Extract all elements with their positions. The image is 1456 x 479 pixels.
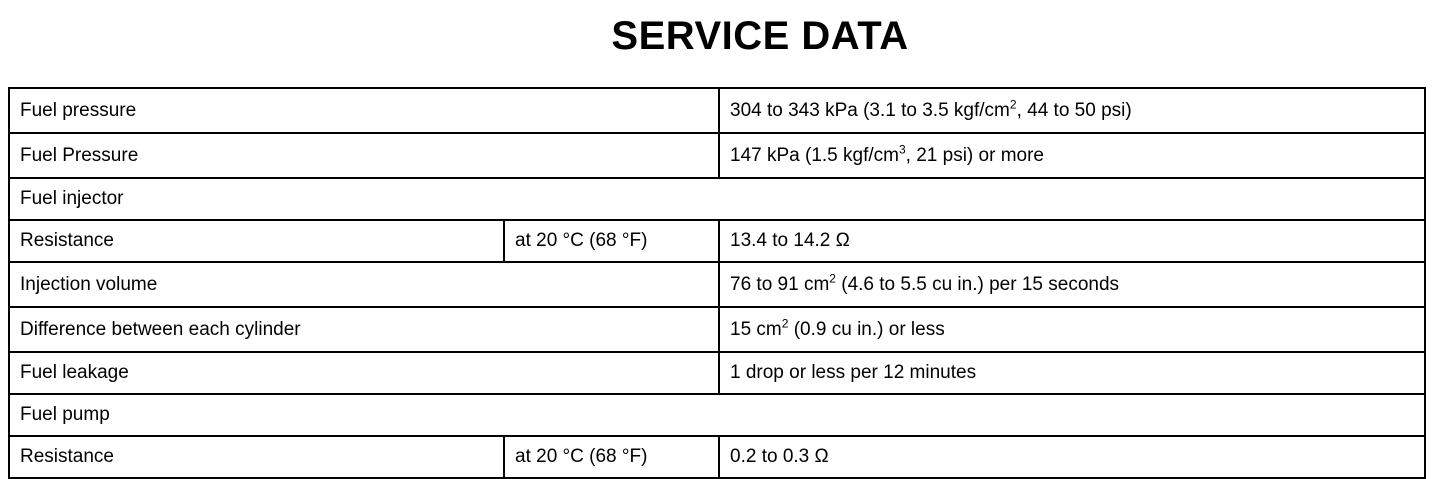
row-label: Fuel pressure	[8, 87, 720, 134]
row-label: Resistance	[8, 435, 505, 479]
row-label: Injection volume	[8, 261, 720, 308]
value-text: , 21 psi) or more	[905, 144, 1044, 166]
row-condition: at 20 °C (68 °F)	[503, 435, 720, 479]
table-row: Difference between each cylinder 15 cm2 …	[8, 306, 1426, 353]
value-text: (0.9 cu in.) or less	[788, 318, 945, 340]
value-text: (4.6 to 5.5 cu in.) per 15 seconds	[835, 273, 1120, 295]
value-text: 15 cm	[730, 318, 782, 340]
row-label: Fuel Pressure	[8, 132, 720, 179]
value-superscript: 2	[781, 316, 789, 331]
row-label: Resistance	[8, 219, 505, 263]
value-text: , 44 to 50 psi)	[1016, 99, 1132, 121]
row-value: 1 drop or less per 12 minutes	[718, 351, 1426, 395]
row-label: Fuel leakage	[8, 351, 720, 395]
row-value: 13.4 to 14.2 Ω	[718, 219, 1426, 263]
row-label: Difference between each cylinder	[8, 306, 720, 353]
row-condition: at 20 °C (68 °F)	[503, 219, 720, 263]
table-row: Fuel leakage 1 drop or less per 12 minut…	[8, 351, 1426, 395]
table-row: Resistance at 20 °C (68 °F) 13.4 to 14.2…	[8, 219, 1426, 263]
table-row: Resistance at 20 °C (68 °F) 0.2 to 0.3 Ω	[8, 435, 1426, 479]
section-label: Fuel pump	[8, 393, 1426, 437]
section-row: Fuel injector	[8, 177, 1426, 221]
row-value: 304 to 343 kPa (3.1 to 3.5 kgf/cm2, 44 t…	[718, 87, 1426, 134]
value-text: 304 to 343 kPa (3.1 to 3.5 kgf/cm	[730, 99, 1010, 121]
value-text: 76 to 91 cm	[730, 273, 830, 295]
table-row: Injection volume 76 to 91 cm2 (4.6 to 5.…	[8, 261, 1426, 308]
table-row: Fuel pressure 304 to 343 kPa (3.1 to 3.5…	[8, 87, 1426, 134]
table-row: Fuel Pressure 147 kPa (1.5 kgf/cm3, 21 p…	[8, 132, 1426, 179]
value-superscript: 2	[1009, 97, 1017, 112]
value-text: 147 kPa (1.5 kgf/cm	[730, 144, 899, 166]
row-value: 147 kPa (1.5 kgf/cm3, 21 psi) or more	[718, 132, 1426, 179]
row-value: 0.2 to 0.3 Ω	[718, 435, 1426, 479]
section-label: Fuel injector	[8, 177, 1426, 221]
row-value: 76 to 91 cm2 (4.6 to 5.5 cu in.) per 15 …	[718, 261, 1426, 308]
value-superscript: 3	[898, 142, 906, 157]
service-data-table: Fuel pressure 304 to 343 kPa (3.1 to 3.5…	[8, 87, 1426, 479]
page-title: SERVICE DATA	[611, 14, 909, 58]
section-row: Fuel pump	[8, 393, 1426, 437]
value-superscript: 2	[829, 271, 836, 286]
row-value: 15 cm2 (0.9 cu in.) or less	[718, 306, 1426, 353]
